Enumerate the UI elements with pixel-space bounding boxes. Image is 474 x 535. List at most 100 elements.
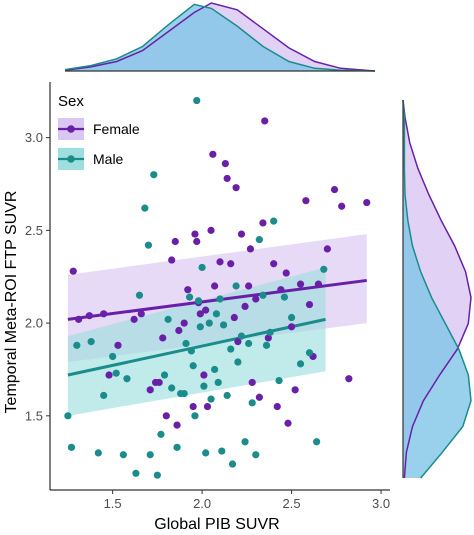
point-female: [137, 310, 145, 318]
point-female: [175, 326, 183, 335]
point-female: [273, 402, 281, 411]
point-female: [207, 226, 215, 234]
point-male: [200, 382, 208, 390]
point-female: [184, 286, 192, 294]
point-male: [214, 378, 222, 387]
point-male: [305, 349, 314, 357]
point-female: [189, 402, 197, 411]
point-female: [305, 300, 314, 309]
point-female: [114, 341, 122, 349]
point-male: [275, 376, 283, 385]
point-male: [207, 395, 215, 403]
point-male: [287, 313, 296, 322]
point-female: [284, 419, 292, 427]
right-density-female-line: [402, 99, 472, 479]
point-female: [173, 421, 181, 429]
y-tick-label: 3.0: [25, 130, 43, 145]
point-female: [130, 315, 138, 323]
point-male: [193, 96, 201, 105]
point-male: [150, 171, 158, 179]
point-female: [338, 202, 346, 210]
legend-male-dot: [67, 155, 75, 163]
point-male: [168, 384, 176, 392]
y-tick-label: 2.5: [25, 223, 43, 238]
data-points: [64, 96, 371, 479]
y-tick-label: 2.0: [25, 316, 43, 331]
point-male: [187, 347, 195, 355]
point-male: [228, 460, 237, 468]
point-female: [234, 338, 242, 346]
point-male: [160, 371, 169, 379]
point-female: [85, 312, 93, 320]
legend-item-male: Male: [58, 148, 124, 170]
point-male: [196, 323, 204, 331]
point-female: [287, 323, 296, 331]
x-tick-label: 1.5: [104, 496, 122, 511]
right-density-male-line: [402, 99, 472, 479]
point-male: [202, 449, 210, 457]
point-male: [255, 236, 263, 244]
point-male: [218, 447, 226, 455]
point-female: [200, 371, 208, 379]
legend-female-dot: [67, 125, 75, 133]
point-female: [246, 245, 255, 253]
point-female: [282, 269, 290, 277]
point-male: [119, 451, 127, 459]
point-female: [171, 237, 179, 246]
point-female: [230, 313, 238, 322]
point-male: [227, 345, 235, 353]
point-male: [296, 360, 305, 368]
point-male: [234, 358, 242, 366]
x-tick-label: 2.0: [193, 496, 211, 511]
point-male: [157, 430, 165, 438]
point-male: [266, 328, 274, 336]
point-female: [291, 386, 299, 394]
point-female: [261, 117, 269, 125]
top-density-female-line: [64, 2, 376, 72]
point-female: [100, 310, 108, 318]
point-male: [112, 369, 120, 377]
point-male: [189, 362, 197, 370]
point-female: [245, 282, 253, 290]
point-male: [223, 391, 231, 400]
point-male: [164, 315, 172, 323]
point-female: [69, 267, 77, 275]
legend: Sex Female Male: [58, 93, 140, 170]
point-female: [75, 315, 83, 323]
point-male: [198, 263, 206, 272]
point-female: [155, 378, 163, 387]
point-male: [135, 291, 144, 299]
point-female: [270, 260, 278, 268]
top-marginal-density: [64, 2, 376, 72]
point-female: [202, 306, 210, 314]
point-male: [237, 332, 246, 340]
point-female: [252, 295, 260, 303]
top-density-male-line: [64, 3, 376, 72]
point-male: [280, 293, 289, 301]
x-axis-ticks: 1.5 2.0 2.5 3.0: [104, 490, 390, 511]
point-male: [132, 469, 140, 477]
point-female: [211, 282, 219, 290]
point-female: [168, 256, 176, 264]
point-male: [313, 438, 321, 446]
point-male: [100, 391, 108, 400]
point-male: [141, 204, 149, 212]
point-male: [245, 339, 253, 348]
point-female: [232, 184, 240, 192]
x-axis-title: Global PIB SUVR: [154, 516, 279, 533]
y-axis-title: Temporal Meta-ROI FTP SUVR: [3, 191, 20, 414]
point-female: [314, 280, 323, 288]
top-density-male-area: [65, 4, 375, 71]
point-male: [146, 451, 154, 459]
point-male: [262, 341, 271, 349]
point-male: [123, 375, 131, 383]
point-male: [87, 338, 95, 346]
point-female: [255, 393, 263, 401]
point-female: [203, 402, 212, 411]
point-male: [205, 319, 213, 327]
point-female: [248, 378, 256, 387]
point-female: [159, 334, 167, 342]
point-male: [194, 297, 203, 305]
point-female: [191, 230, 199, 238]
